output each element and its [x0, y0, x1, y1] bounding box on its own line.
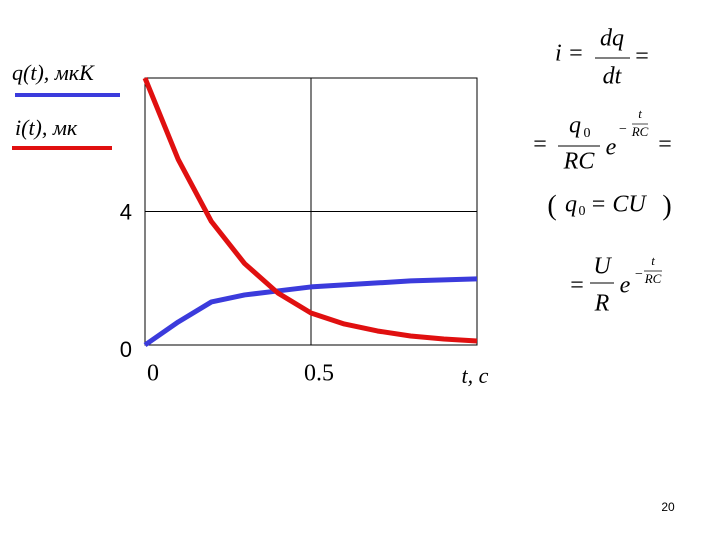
- y-tick-label: 4: [120, 199, 132, 224]
- formula-text: RC: [631, 124, 649, 139]
- formula-text: RC: [644, 271, 662, 286]
- formula-text: t: [638, 106, 642, 121]
- formula-text: (: [547, 190, 556, 221]
- formula-text: q: [569, 113, 581, 139]
- x-tick-label: 0.5: [304, 361, 334, 387]
- formula-text: =: [658, 132, 672, 158]
- formula-text: =: [533, 132, 547, 158]
- formula-text: 0: [584, 126, 591, 141]
- series-line: [143, 276, 478, 348]
- formula-text: =: [570, 273, 584, 299]
- formula-text: U: [593, 254, 612, 280]
- x-tick-label: 0: [147, 361, 159, 387]
- x-axis-label: t, c: [462, 363, 489, 388]
- legend-label: q(t), мкК: [12, 60, 95, 85]
- formula-text: −: [619, 122, 627, 137]
- legend-label: i(t), мк: [15, 115, 78, 140]
- formula-text: dt: [603, 64, 623, 90]
- formula-text: q: [565, 192, 577, 218]
- formula-text: dq: [600, 26, 624, 52]
- formula-text: = CU: [590, 192, 647, 218]
- series-line: [142, 77, 478, 344]
- formula-text: ): [662, 190, 671, 221]
- formula-text: e: [620, 273, 631, 299]
- formula-text: =: [635, 44, 649, 70]
- formula-text: −: [635, 267, 643, 282]
- formula-text: 0: [579, 204, 586, 219]
- formula-text: RC: [563, 149, 596, 175]
- y-tick-label: 0: [120, 337, 132, 362]
- formula-text: e: [606, 135, 617, 161]
- page-number: 20: [661, 500, 675, 514]
- formula-text: t: [651, 253, 655, 268]
- formula-text: R: [594, 291, 610, 317]
- formula-text: i =: [555, 41, 584, 67]
